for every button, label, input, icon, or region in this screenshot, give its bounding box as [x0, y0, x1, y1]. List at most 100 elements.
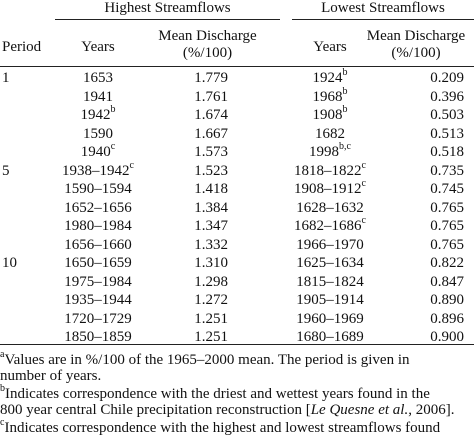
cell-text: 1908–1912	[294, 181, 362, 197]
footnote-mark: b	[0, 383, 5, 394]
table-cell: 1.779	[194, 70, 228, 86]
group-rule	[55, 19, 280, 20]
table-cell: 1980–1984	[64, 218, 132, 234]
group-header: Highest Streamflows	[104, 0, 231, 16]
cell-text: 1908	[312, 107, 343, 123]
column-header: Years	[81, 39, 115, 55]
column-header: (%/100)	[391, 45, 441, 61]
footnote-line: cIndicates correspondence with the highe…	[0, 417, 441, 437]
footnote-ref: c	[110, 141, 116, 152]
footnote-text: 800 year central Chile precipitation rec…	[0, 402, 311, 418]
table-cell: 1680–1689	[296, 329, 364, 345]
table-cell: 0.513	[430, 125, 464, 142]
column-header: Years	[313, 39, 347, 55]
table-cell: 10	[2, 255, 17, 271]
table-cell: 1590	[83, 125, 113, 142]
table-cell: 1966–1970	[296, 236, 364, 253]
footnote-ref: b	[110, 104, 116, 115]
footnote-mark: c	[0, 417, 5, 428]
group-header: Lowest Streamflows	[321, 0, 445, 16]
table-cell: 0.765	[430, 199, 464, 216]
footnote-text: Indicates correspondence with the highes…	[4, 420, 441, 436]
table-cell: 0.822	[430, 255, 464, 271]
column-header: Mean Discharge	[158, 28, 257, 44]
table-cell: 1.347	[194, 218, 228, 234]
footnote-line: 800 year central Chile precipitation rec…	[0, 402, 454, 419]
table-cell: 1.573	[194, 144, 228, 160]
table-cell: 1938–1942c	[38, 159, 158, 180]
cell-text: 1940	[80, 144, 111, 160]
footnote-ref: c	[361, 178, 366, 189]
cell-text: 1942	[80, 107, 111, 123]
cell-text: 1924	[312, 70, 343, 86]
table-cell: 1.332	[194, 236, 228, 253]
footnote-ref: c	[361, 215, 366, 226]
column-header: (%/100)	[182, 45, 233, 61]
table-cell: 1968b	[265, 85, 395, 106]
table-cell: 0.503	[430, 107, 464, 123]
table-cell: 1652–1656	[64, 199, 132, 216]
column-header: Mean Discharge	[366, 28, 466, 44]
table-cell: 0.896	[430, 310, 464, 327]
footnote-text: Indicates correspondence with the driest…	[5, 386, 430, 402]
table-cell: 0.396	[430, 88, 464, 105]
table-cell: 1940c	[38, 141, 158, 161]
footnote-ref: c	[361, 159, 366, 171]
table-cell: 0.209	[430, 70, 464, 86]
footnote-ref: c	[129, 159, 134, 171]
table-cell: 0.765	[430, 236, 464, 253]
table-cell: 0.745	[430, 181, 464, 197]
table-cell: 1.298	[194, 273, 228, 290]
table-cell: 1908b	[265, 105, 395, 124]
table-cell: 1625–1634	[296, 255, 364, 271]
footnote-line: number of years.	[0, 368, 101, 385]
table-cell: 0.735	[430, 162, 464, 179]
footnote-text: , 2006].	[408, 402, 455, 418]
footnote-mark: a	[0, 349, 5, 360]
table-cell: 0.847	[430, 273, 464, 290]
table-cell: 1975–1984	[64, 273, 132, 290]
table-cell: 1.251	[194, 329, 228, 345]
footnote-line: aValues are in %/100 of the 1965–2000 me…	[0, 349, 410, 369]
table-cell: 1	[2, 70, 10, 86]
footnote-italic: Le Quesne et al.	[310, 402, 409, 418]
cell-text: 1938–1942	[62, 162, 130, 179]
table-cell: 0.900	[430, 329, 464, 345]
table-cell: 1905–1914	[296, 292, 364, 308]
table-cell: 1.384	[194, 199, 228, 216]
table-cell: 1.523	[194, 162, 228, 179]
footnote-ref: b	[342, 85, 348, 97]
table-cell: 1941	[83, 88, 113, 105]
table-cell: 0.518	[430, 144, 464, 160]
bottom-rule	[0, 344, 474, 345]
table-cell: 1998b,c	[265, 141, 395, 161]
cell-text: 1818–1822	[294, 162, 362, 179]
table-cell: 1850–1859	[64, 329, 132, 345]
table-cell: 1628–1632	[296, 199, 364, 216]
table-cell: 0.890	[430, 292, 464, 308]
table-cell: 1720–1729	[64, 310, 132, 327]
footnote-text: Values are in %/100 of the 1965–2000 mea…	[4, 352, 410, 368]
table-cell: 1924b	[265, 67, 395, 87]
footnote-text: number of years.	[0, 368, 102, 384]
cell-text: 1998	[309, 144, 340, 160]
footnote-ref: b,c	[339, 141, 351, 152]
table-cell: 1.272	[194, 292, 228, 308]
table-cell: 1653	[83, 70, 113, 86]
table-cell: 1942b	[38, 104, 158, 124]
table-cell: 1960–1969	[296, 310, 364, 327]
table-cell: 1818–1822c	[265, 159, 395, 180]
column-header: Period	[2, 39, 42, 55]
cell-text: 1968	[312, 88, 343, 105]
footnote-ref: b	[342, 67, 348, 78]
table-cell: 1908–1912c	[265, 178, 395, 198]
table-cell: 1.667	[194, 125, 228, 142]
table-cell: 1.761	[194, 88, 228, 105]
cell-text: 1682–1686	[294, 218, 362, 234]
table-cell: 1650–1659	[64, 255, 132, 271]
table-cell: 0.765	[430, 218, 464, 234]
table-cell: 1590–1594	[64, 181, 132, 197]
table-cell: 1656–1660	[64, 236, 132, 253]
footnote-line: bIndicates correspondence with the dries…	[0, 383, 430, 403]
table-cell: 1935–1944	[64, 292, 132, 308]
